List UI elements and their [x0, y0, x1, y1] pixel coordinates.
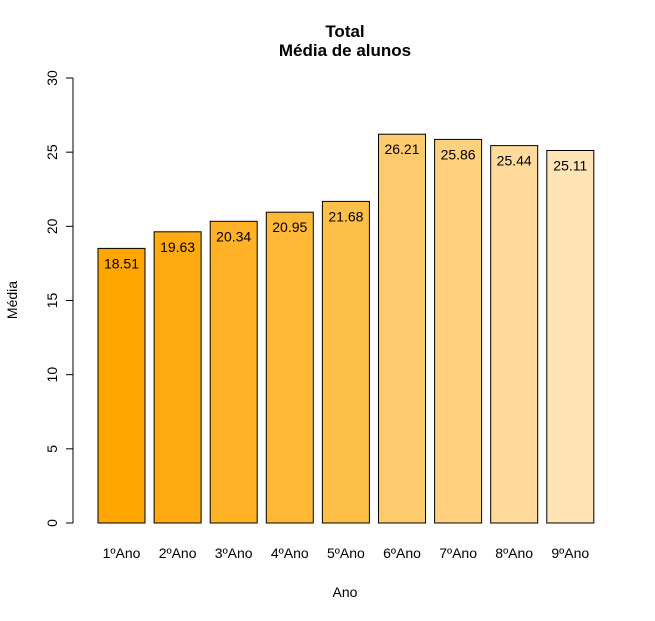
chart-title: Total [325, 22, 364, 41]
y-tick-label: 0 [44, 519, 60, 527]
x-tick-label: 8ºAno [495, 545, 533, 561]
y-axis-ticks: 0 5 10 15 20 25 30 [44, 70, 73, 527]
y-tick-label: 15 [44, 293, 60, 309]
y-tick-label: 5 [44, 445, 60, 453]
bar-2 [153, 231, 202, 524]
bars-group: 18.51 19.63 20.34 20.95 21.68 26.21 25.86 25.44… [97, 133, 595, 524]
x-axis-label: Ano [333, 584, 358, 600]
bar-value-label: 19.63 [160, 239, 195, 255]
y-tick-label: 25 [44, 144, 60, 160]
x-tick-label: 4ºAno [271, 545, 309, 561]
x-tick-label: 3ºAno [215, 545, 253, 561]
chart-subtitle: Média de alunos [279, 41, 411, 60]
y-tick-label: 30 [44, 70, 60, 86]
bar-7 [434, 138, 483, 524]
x-tick-label: 9ºAno [551, 545, 589, 561]
bar-4 [265, 211, 314, 524]
bar-1 [97, 247, 146, 524]
bar-value-label: 21.68 [328, 208, 363, 224]
bar-value-label: 25.86 [441, 146, 476, 162]
y-tick-label: 10 [44, 367, 60, 383]
x-tick-label: 5ºAno [327, 545, 365, 561]
bar-3 [209, 220, 258, 524]
bar-value-label: 26.21 [384, 141, 419, 157]
bar-value-label: 18.51 [104, 255, 139, 271]
x-tick-label: 1ºAno [103, 545, 141, 561]
y-axis-label: Média [4, 281, 20, 319]
bar-8 [490, 145, 539, 524]
bar-5 [321, 200, 370, 524]
x-tick-label: 6ºAno [383, 545, 421, 561]
bar-value-label: 20.34 [216, 228, 251, 244]
bar-6 [378, 133, 426, 524]
bar-9 [546, 150, 595, 524]
x-axis-tick-labels: 1ºAno 2ºAno 3ºAno 4ºAno 5ºAno 6ºAno 7ºAno 8ºAno… [103, 545, 590, 561]
bar-value-label: 25.11 [553, 158, 587, 174]
bar-value-label: 25.44 [497, 153, 532, 169]
x-tick-label: 7ºAno [439, 545, 477, 561]
x-tick-label: 2ºAno [159, 545, 197, 561]
y-tick-label: 20 [44, 218, 60, 234]
bar-value-label: 20.95 [272, 219, 307, 235]
